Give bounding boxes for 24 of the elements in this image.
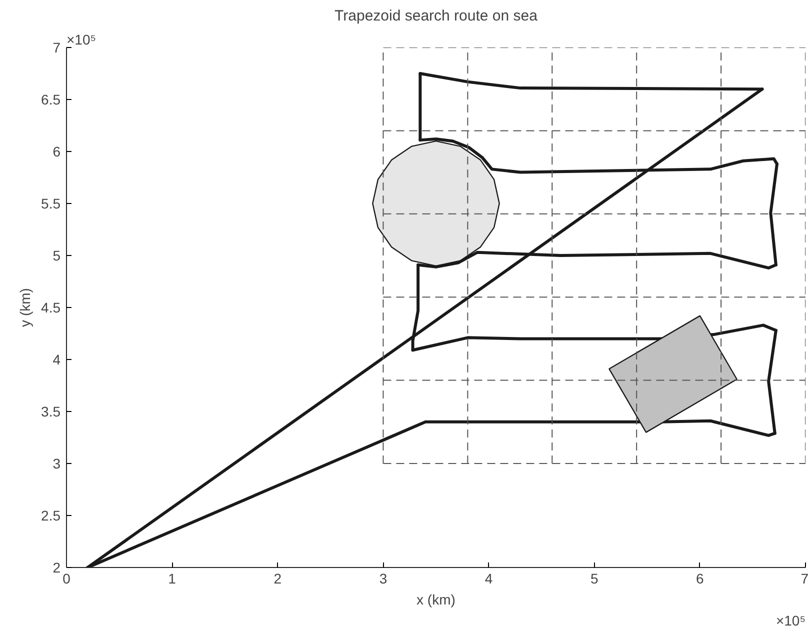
annotation: ×10⁵ <box>66 32 96 48</box>
x-tick-label: 1 <box>168 570 176 586</box>
y-tick-label: 4 <box>52 352 61 368</box>
y-tick-label: 6 <box>52 144 61 160</box>
x-tick-label: 0 <box>62 570 71 586</box>
x-tick-label: 5 <box>590 570 598 586</box>
y-tick-label: 2.5 <box>41 508 61 524</box>
y-tick-label: 5.5 <box>41 196 61 212</box>
x-axis-title: x (km) <box>416 592 456 608</box>
y-axis-title: y (km) <box>17 288 34 327</box>
y-tick-label: 7 <box>52 40 61 56</box>
y-tick-label: 2 <box>52 560 61 576</box>
chart-title: Trapezoid search route on sea <box>334 8 538 24</box>
x-tick-label: 7 <box>800 570 808 586</box>
x-tick-label: 4 <box>484 570 493 586</box>
y-tick-label: 4.5 <box>41 300 61 316</box>
y-tick-label: 6.5 <box>41 92 61 108</box>
y-tick-label: 5 <box>52 248 61 264</box>
text: ×10⁵ <box>776 612 806 628</box>
x-tick-label: 6 <box>696 570 704 586</box>
x-tick-label: 3 <box>379 570 388 586</box>
y-tick-label: 3.5 <box>41 404 61 420</box>
x-tick-label: 2 <box>274 570 282 586</box>
y-tick-label: 3 <box>52 456 61 472</box>
